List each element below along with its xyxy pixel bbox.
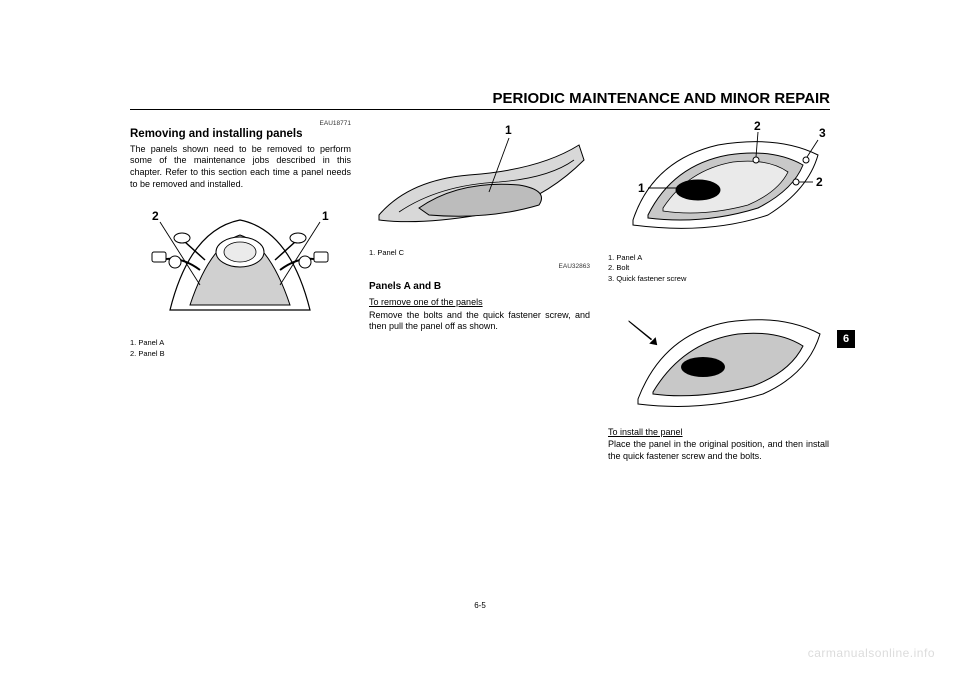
figure-svg-2: 1	[369, 120, 590, 240]
column-2: 1 1. Panel C EAU32863 Panels A and B To …	[369, 120, 590, 469]
callout-1: 1	[638, 181, 645, 195]
figure-panel-removal	[608, 294, 829, 423]
figure-panel-c: 1	[369, 120, 590, 244]
section-heading: Removing and installing panels	[130, 128, 351, 141]
ref-code: EAU18771	[130, 120, 351, 128]
page-title: PERIODIC MAINTENANCE AND MINOR REPAIR	[130, 90, 830, 110]
caption: 2. Panel B	[130, 349, 351, 359]
install-body: Place the panel in the original position…	[608, 439, 829, 462]
column-3: 1 2 2 3 1. Panel A 2. Bolt 3. Quick fast…	[608, 120, 829, 469]
caption: 3. Quick fastener screw	[608, 274, 829, 284]
ref-code: EAU32863	[369, 263, 590, 271]
caption: 1. Panel C	[369, 248, 590, 258]
section-tab: 6	[837, 330, 855, 348]
page-number: 6-5	[130, 601, 830, 610]
callout-2t: 2	[754, 120, 761, 133]
figure-panels-ab: 2 1	[130, 200, 351, 334]
caption: 1. Panel A	[608, 253, 829, 263]
install-title: To install the panel	[608, 427, 683, 439]
procedure-title: To remove one of the panels	[369, 297, 483, 309]
caption: 1. Panel A	[130, 338, 351, 348]
figure-svg-3: 1 2 2 3	[608, 120, 829, 245]
watermark: carmanualsonline.info	[808, 646, 935, 660]
caption: 2. Bolt	[608, 263, 829, 273]
callout-3: 3	[819, 126, 826, 140]
intro-paragraph: The panels shown need to be removed to p…	[130, 144, 351, 191]
callout-2r: 2	[816, 175, 823, 189]
subheading: Panels A and B	[369, 280, 590, 293]
manual-page: PERIODIC MAINTENANCE AND MINOR REPAIR EA…	[130, 90, 830, 610]
procedure-body: Remove the bolts and the quick fasten­er…	[369, 310, 590, 333]
figure-panel-a-detail: 1 2 2 3	[608, 120, 829, 249]
figure-svg-1: 2 1	[130, 200, 351, 330]
callout-2: 2	[152, 209, 159, 223]
columns-container: EAU18771 Removing and installing panels …	[130, 120, 830, 469]
column-1: EAU18771 Removing and installing panels …	[130, 120, 351, 469]
callout-1: 1	[322, 209, 329, 223]
callout-1: 1	[505, 123, 512, 137]
figure-svg-4	[608, 294, 829, 419]
